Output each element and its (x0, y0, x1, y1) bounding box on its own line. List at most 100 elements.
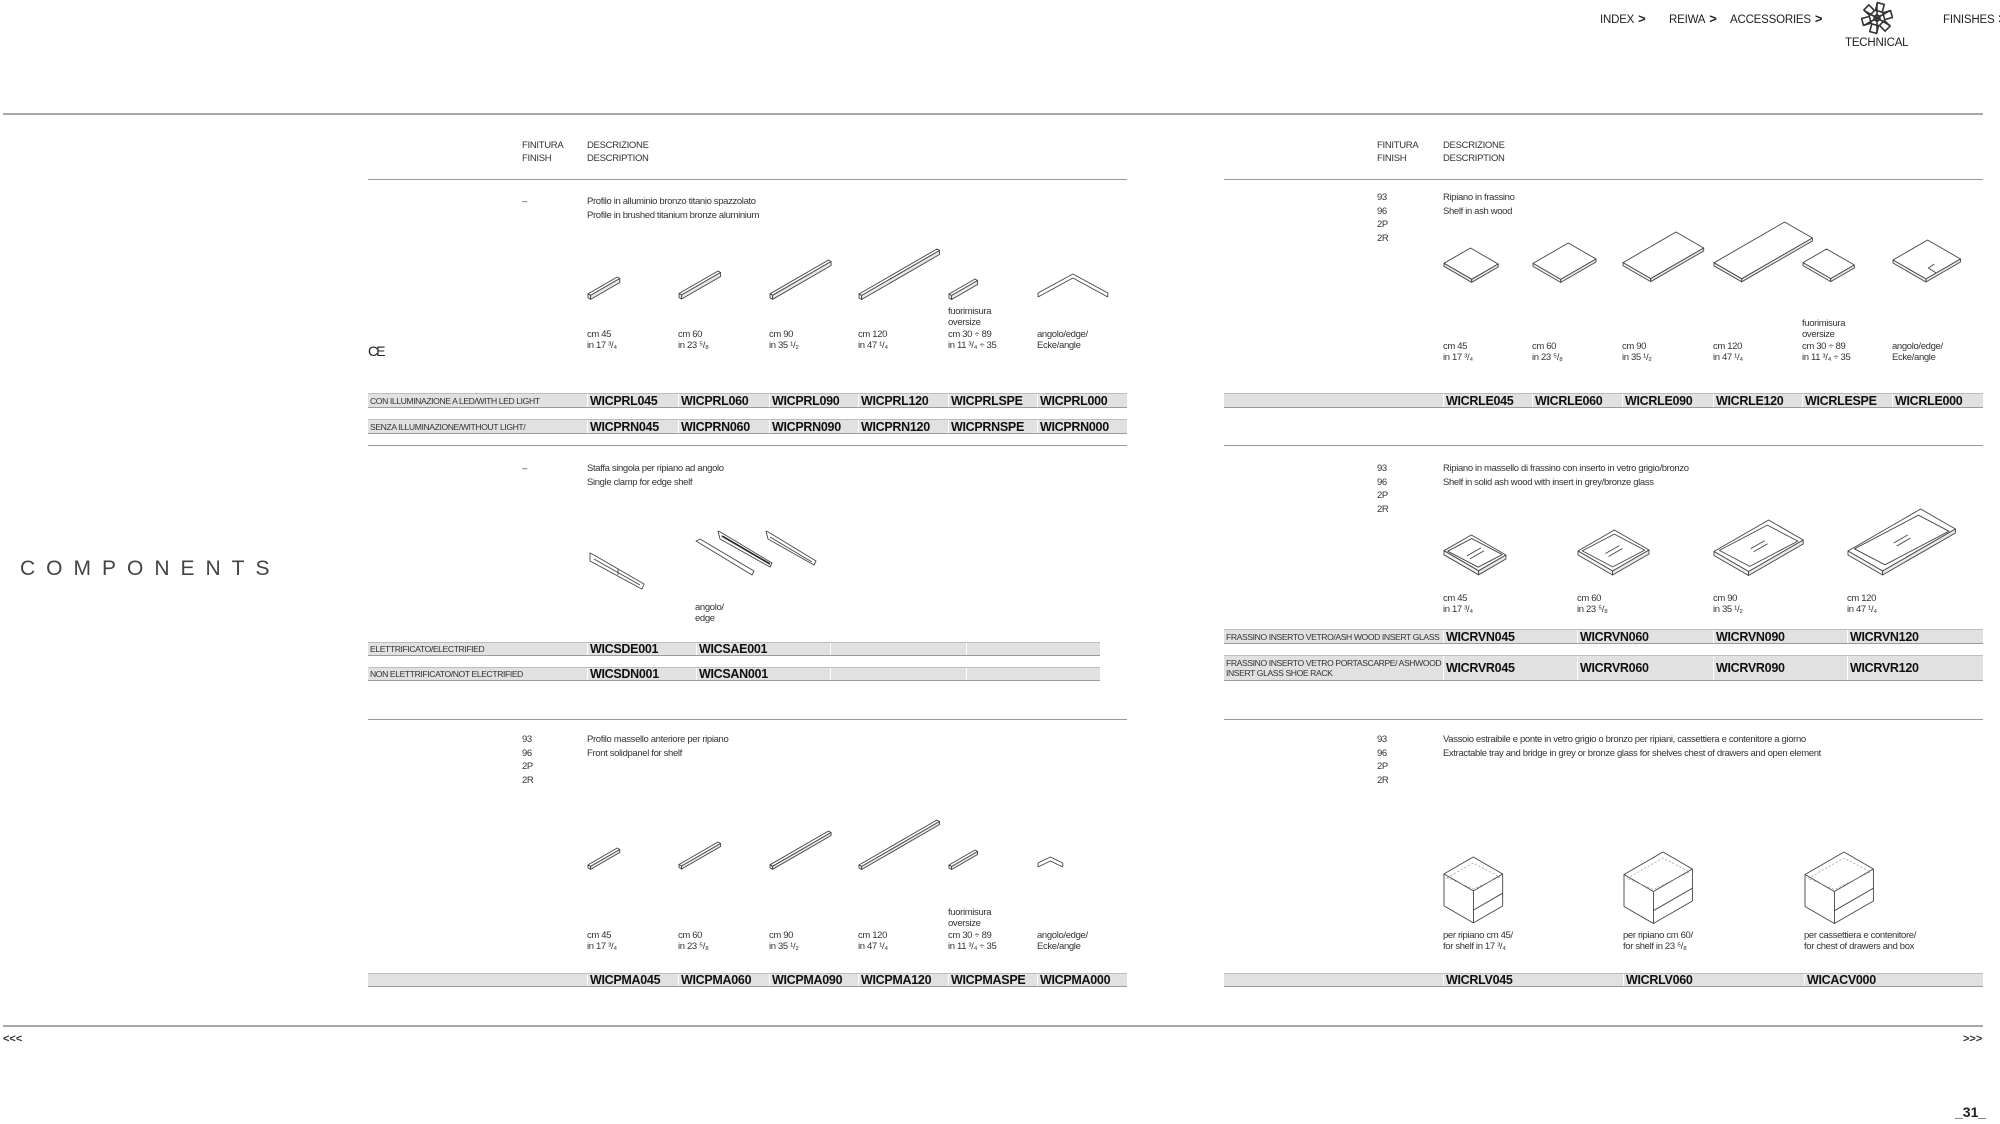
product-code[interactable]: WICRLE120 (1713, 394, 1802, 407)
nav-finishes-link[interactable]: FINISHES> (1943, 11, 2000, 26)
nav-reiwa-link[interactable]: REIWA > (1669, 11, 1717, 26)
nav-label: REIWA (1669, 14, 1706, 26)
product-description: Profilo in alluminio bronzo titanio spaz… (587, 195, 759, 222)
product-code[interactable]: WICRLE000 (1892, 394, 1983, 407)
code-row-label (368, 974, 587, 986)
snowflake-logo-icon (1861, 1, 1893, 35)
finish-code: 96 (1377, 747, 1387, 759)
size-label-line: angolo/edge/ (1037, 328, 1088, 340)
product-code[interactable]: WICRVN120 (1847, 630, 1983, 643)
product-code[interactable]: WICPRL060 (678, 394, 769, 407)
size-label-line: cm 120 (858, 328, 888, 340)
product-code[interactable]: WICPRL045 (587, 394, 678, 407)
product-code[interactable]: WICRLE045 (1443, 394, 1532, 407)
product-code[interactable]: WICPRN000 (1037, 420, 1127, 433)
product-code[interactable]: WICPMASPE (948, 974, 1037, 986)
item-size-label: cm 45 in 17 ³/₄ (587, 930, 617, 953)
product-code[interactable]: WICPRN090 (769, 420, 858, 433)
size-label-line: in 17 ³/₄ (1443, 352, 1473, 364)
item-size-label: cm 45 in 17 ³/₄ (1443, 341, 1473, 364)
section-divider (1224, 719, 1983, 720)
product-code[interactable]: WICSDN001 (587, 668, 696, 680)
product-code[interactable]: WICPMA060 (678, 974, 769, 986)
header-line: FINITURA (1377, 140, 1419, 151)
size-label-line: cm 90 (1622, 340, 1647, 352)
product-code[interactable]: WICSDE001 (587, 643, 696, 655)
item-size-label: cm 120 in 47 ¹/₄ (858, 329, 888, 352)
product-code[interactable]: WICRVR045 (1443, 656, 1577, 680)
shelf-drawing-icon (1802, 248, 1855, 283)
finish-codes: 93 96 2P 2R (1377, 462, 1389, 516)
product-code[interactable]: WICRVR060 (1577, 656, 1713, 680)
product-code[interactable]: WICPMA120 (858, 974, 948, 986)
product-code[interactable]: WICRVR120 (1847, 656, 1983, 680)
finish-code: 93 (522, 734, 532, 745)
profile-angle-drawing-icon (1037, 273, 1109, 298)
glass-shelf-drawing-icon (1847, 508, 1956, 576)
shelf-drawing-icon (1713, 221, 1813, 283)
front-panel-drawing-icon (858, 819, 940, 870)
product-code[interactable]: WICPRLSPE (948, 394, 1037, 407)
next-page-button[interactable]: >>> (1963, 1033, 1983, 1045)
size-label-line: cm 30 ÷ 89 (948, 328, 992, 340)
code-row: ELETTRIFICATO/ELECTRIFIED WICSDE001 WICSAE… (368, 642, 1100, 656)
finish-codes: 93 96 2P 2R (1377, 733, 1389, 787)
product-code[interactable]: WICPMA090 (769, 974, 858, 986)
nav-technical-link[interactable]: TECHNICAL (1843, 0, 1909, 54)
product-code[interactable]: WICRLE090 (1622, 394, 1713, 407)
description-line: Profilo in alluminio bronzo titanio spaz… (587, 196, 756, 207)
product-code[interactable]: WICRLV060 (1623, 974, 1804, 986)
product-code[interactable]: WICACV000 (1804, 974, 1983, 986)
product-code[interactable]: WICPMA000 (1037, 974, 1127, 986)
shelf-drawing-icon (1622, 231, 1705, 283)
nav-index-link[interactable]: INDEX > (1600, 11, 1646, 26)
product-code (966, 643, 1100, 655)
size-label-line: Ecke/angle (1037, 340, 1081, 352)
profile-drawing-icon (858, 248, 940, 300)
previous-page-button[interactable]: <<< (3, 1033, 23, 1045)
size-label-line: cm 60 (1532, 340, 1557, 352)
chevron-right-icon: > (1709, 11, 1717, 26)
page-number: _31_ (1955, 1104, 1987, 1120)
product-code[interactable]: WICPMA045 (587, 974, 678, 986)
product-code[interactable]: WICRVN090 (1713, 630, 1847, 643)
product-code[interactable]: WICPRN060 (678, 420, 769, 433)
shelf-drawing-icon (1443, 247, 1499, 283)
header-line: DESCRIPTION (587, 153, 649, 164)
product-code[interactable]: WICPRNSPE (948, 420, 1037, 433)
size-label-line: cm 45 (1443, 340, 1468, 352)
size-label-line: in 11 ³/₄ ÷ 35 (948, 340, 997, 352)
size-label-line: cm 45 (587, 929, 612, 941)
front-panel-drawing-icon (587, 847, 621, 870)
product-code[interactable]: WICPRN120 (858, 420, 948, 433)
front-panel-angle-drawing-icon (1037, 856, 1064, 868)
product-code[interactable]: WICPRN045 (587, 420, 678, 433)
section-divider (368, 719, 1127, 720)
code-row: WICRLV045 WICRLV060 WICACV000 (1224, 973, 1983, 987)
product-code[interactable]: WICRVN045 (1443, 630, 1577, 643)
size-label-line: angolo/edge/ (1037, 929, 1088, 941)
item-size-label: cm 45 in 17 ³/₄ (587, 329, 617, 352)
size-label-line: in 47 ¹/₄ (858, 340, 888, 352)
item-size-label: cm 60 in 23 ⁵/₈ (1577, 593, 1608, 616)
product-code[interactable]: WICPRL000 (1037, 394, 1127, 407)
size-label-line: per ripiano cm 60/ (1623, 929, 1693, 941)
product-code[interactable]: WICSAE001 (696, 643, 830, 655)
code-row: NON ELETTRIFICATO/NOT ELECTRIFIED WICSDN0… (368, 667, 1100, 681)
finish-code: 2R (1377, 232, 1389, 244)
product-code[interactable]: WICRLE060 (1532, 394, 1622, 407)
nav-accessories-link[interactable]: ACCESSORIES > (1730, 11, 1823, 26)
chevron-right-icon: > (1814, 11, 1823, 26)
product-code[interactable]: WICRLV045 (1443, 974, 1623, 986)
product-code[interactable]: WICRVR090 (1713, 656, 1847, 680)
size-label-line: per cassettiera e contenitore/ (1804, 929, 1917, 941)
product-code[interactable]: WICPRL090 (769, 394, 858, 407)
product-code[interactable]: WICSAN001 (696, 668, 830, 680)
product-code[interactable]: WICPRL120 (858, 394, 948, 407)
product-code[interactable]: WICRVN060 (1577, 630, 1713, 643)
product-code[interactable]: WICRLESPE (1802, 394, 1892, 407)
size-label-line: fuorimisura (1802, 317, 1846, 329)
finish-code: – (522, 196, 527, 207)
glass-shelf-drawing-icon (1443, 534, 1507, 576)
size-label-line: cm 120 (1847, 592, 1877, 604)
